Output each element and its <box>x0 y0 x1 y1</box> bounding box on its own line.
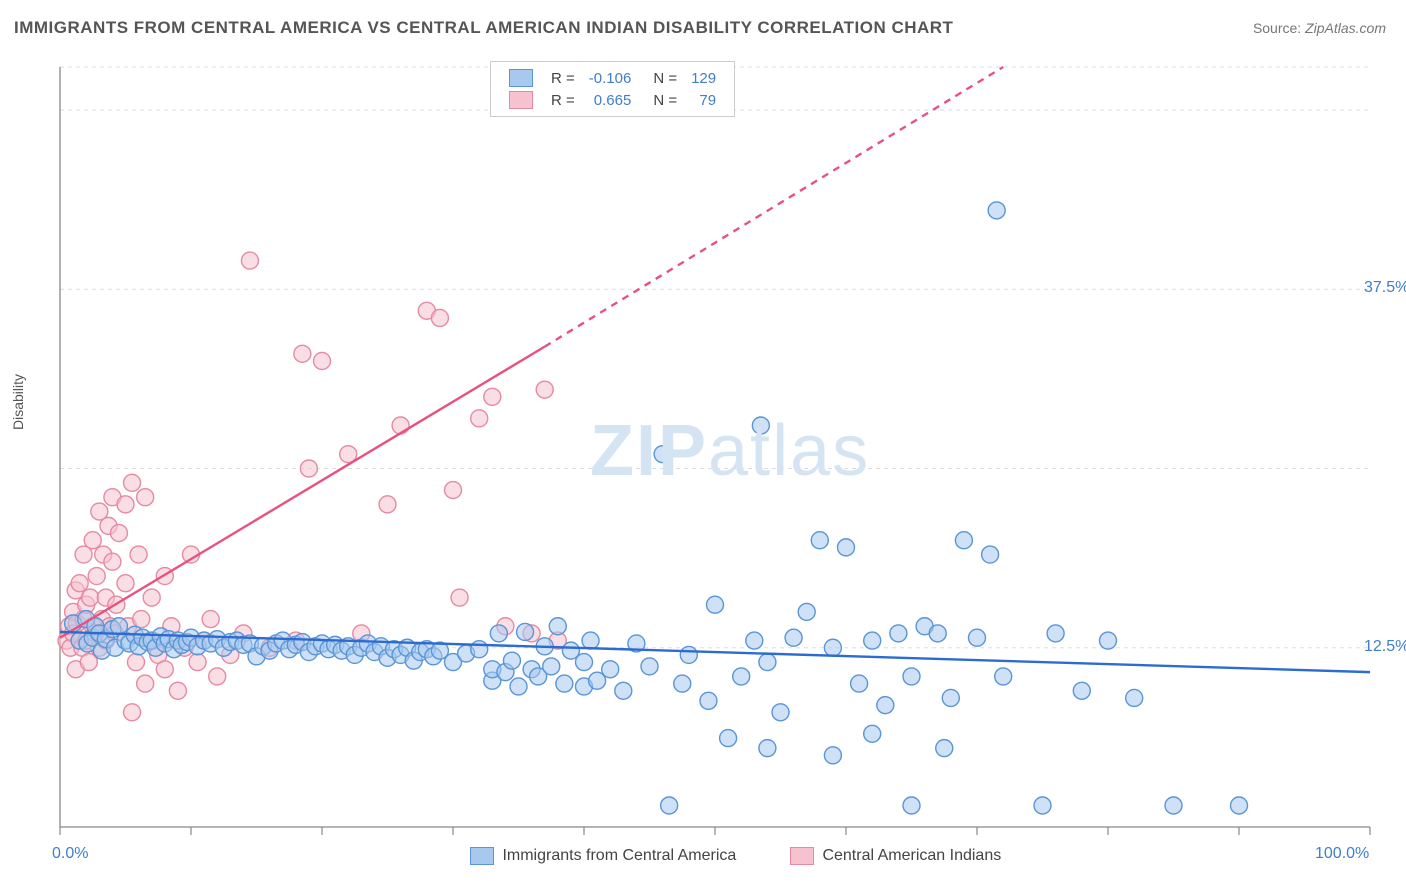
n-value-blue: 129 <box>685 68 722 88</box>
chart-area: ZIPatlas R = -0.106 N = 129 R = 0.665 N … <box>50 55 1386 840</box>
n-label: N = <box>639 68 683 88</box>
n-label: N = <box>639 90 683 110</box>
legend-label-pink: Central American Indians <box>822 847 1001 864</box>
source-link[interactable]: ZipAtlas.com <box>1305 20 1386 36</box>
stats-row-pink: R = 0.665 N = 79 <box>503 90 722 110</box>
stats-legend-table: R = -0.106 N = 129 R = 0.665 N = 79 <box>501 66 724 112</box>
r-label: R = <box>545 68 581 88</box>
stats-row-blue: R = -0.106 N = 129 <box>503 68 722 88</box>
swatch-pink <box>790 847 814 865</box>
source-prefix: Source: <box>1253 20 1305 36</box>
stats-legend: R = -0.106 N = 129 R = 0.665 N = 79 <box>490 61 735 117</box>
bottom-legend-blue: Immigrants from Central America <box>470 847 736 865</box>
swatch-pink <box>509 91 533 109</box>
axis-tick-label: 100.0% <box>1315 845 1369 863</box>
axis-tick-label: 12.5% <box>1364 638 1406 656</box>
n-value-pink: 79 <box>685 90 722 110</box>
legend-label-blue: Immigrants from Central America <box>502 847 736 864</box>
swatch-blue <box>509 69 533 87</box>
y-axis-label: Disability <box>10 374 26 430</box>
axis-tick-label: 37.5% <box>1364 279 1406 297</box>
swatch-blue <box>470 847 494 865</box>
r-value-blue: -0.106 <box>583 68 638 88</box>
source-attribution: Source: ZipAtlas.com <box>1253 20 1386 36</box>
axis-tick-label: 0.0% <box>52 845 88 863</box>
bottom-legend-pink: Central American Indians <box>790 847 1001 865</box>
scatter-plot-svg <box>50 55 1386 840</box>
r-label: R = <box>545 90 581 110</box>
chart-title: IMMIGRANTS FROM CENTRAL AMERICA VS CENTR… <box>14 18 953 38</box>
r-value-pink: 0.665 <box>583 90 638 110</box>
